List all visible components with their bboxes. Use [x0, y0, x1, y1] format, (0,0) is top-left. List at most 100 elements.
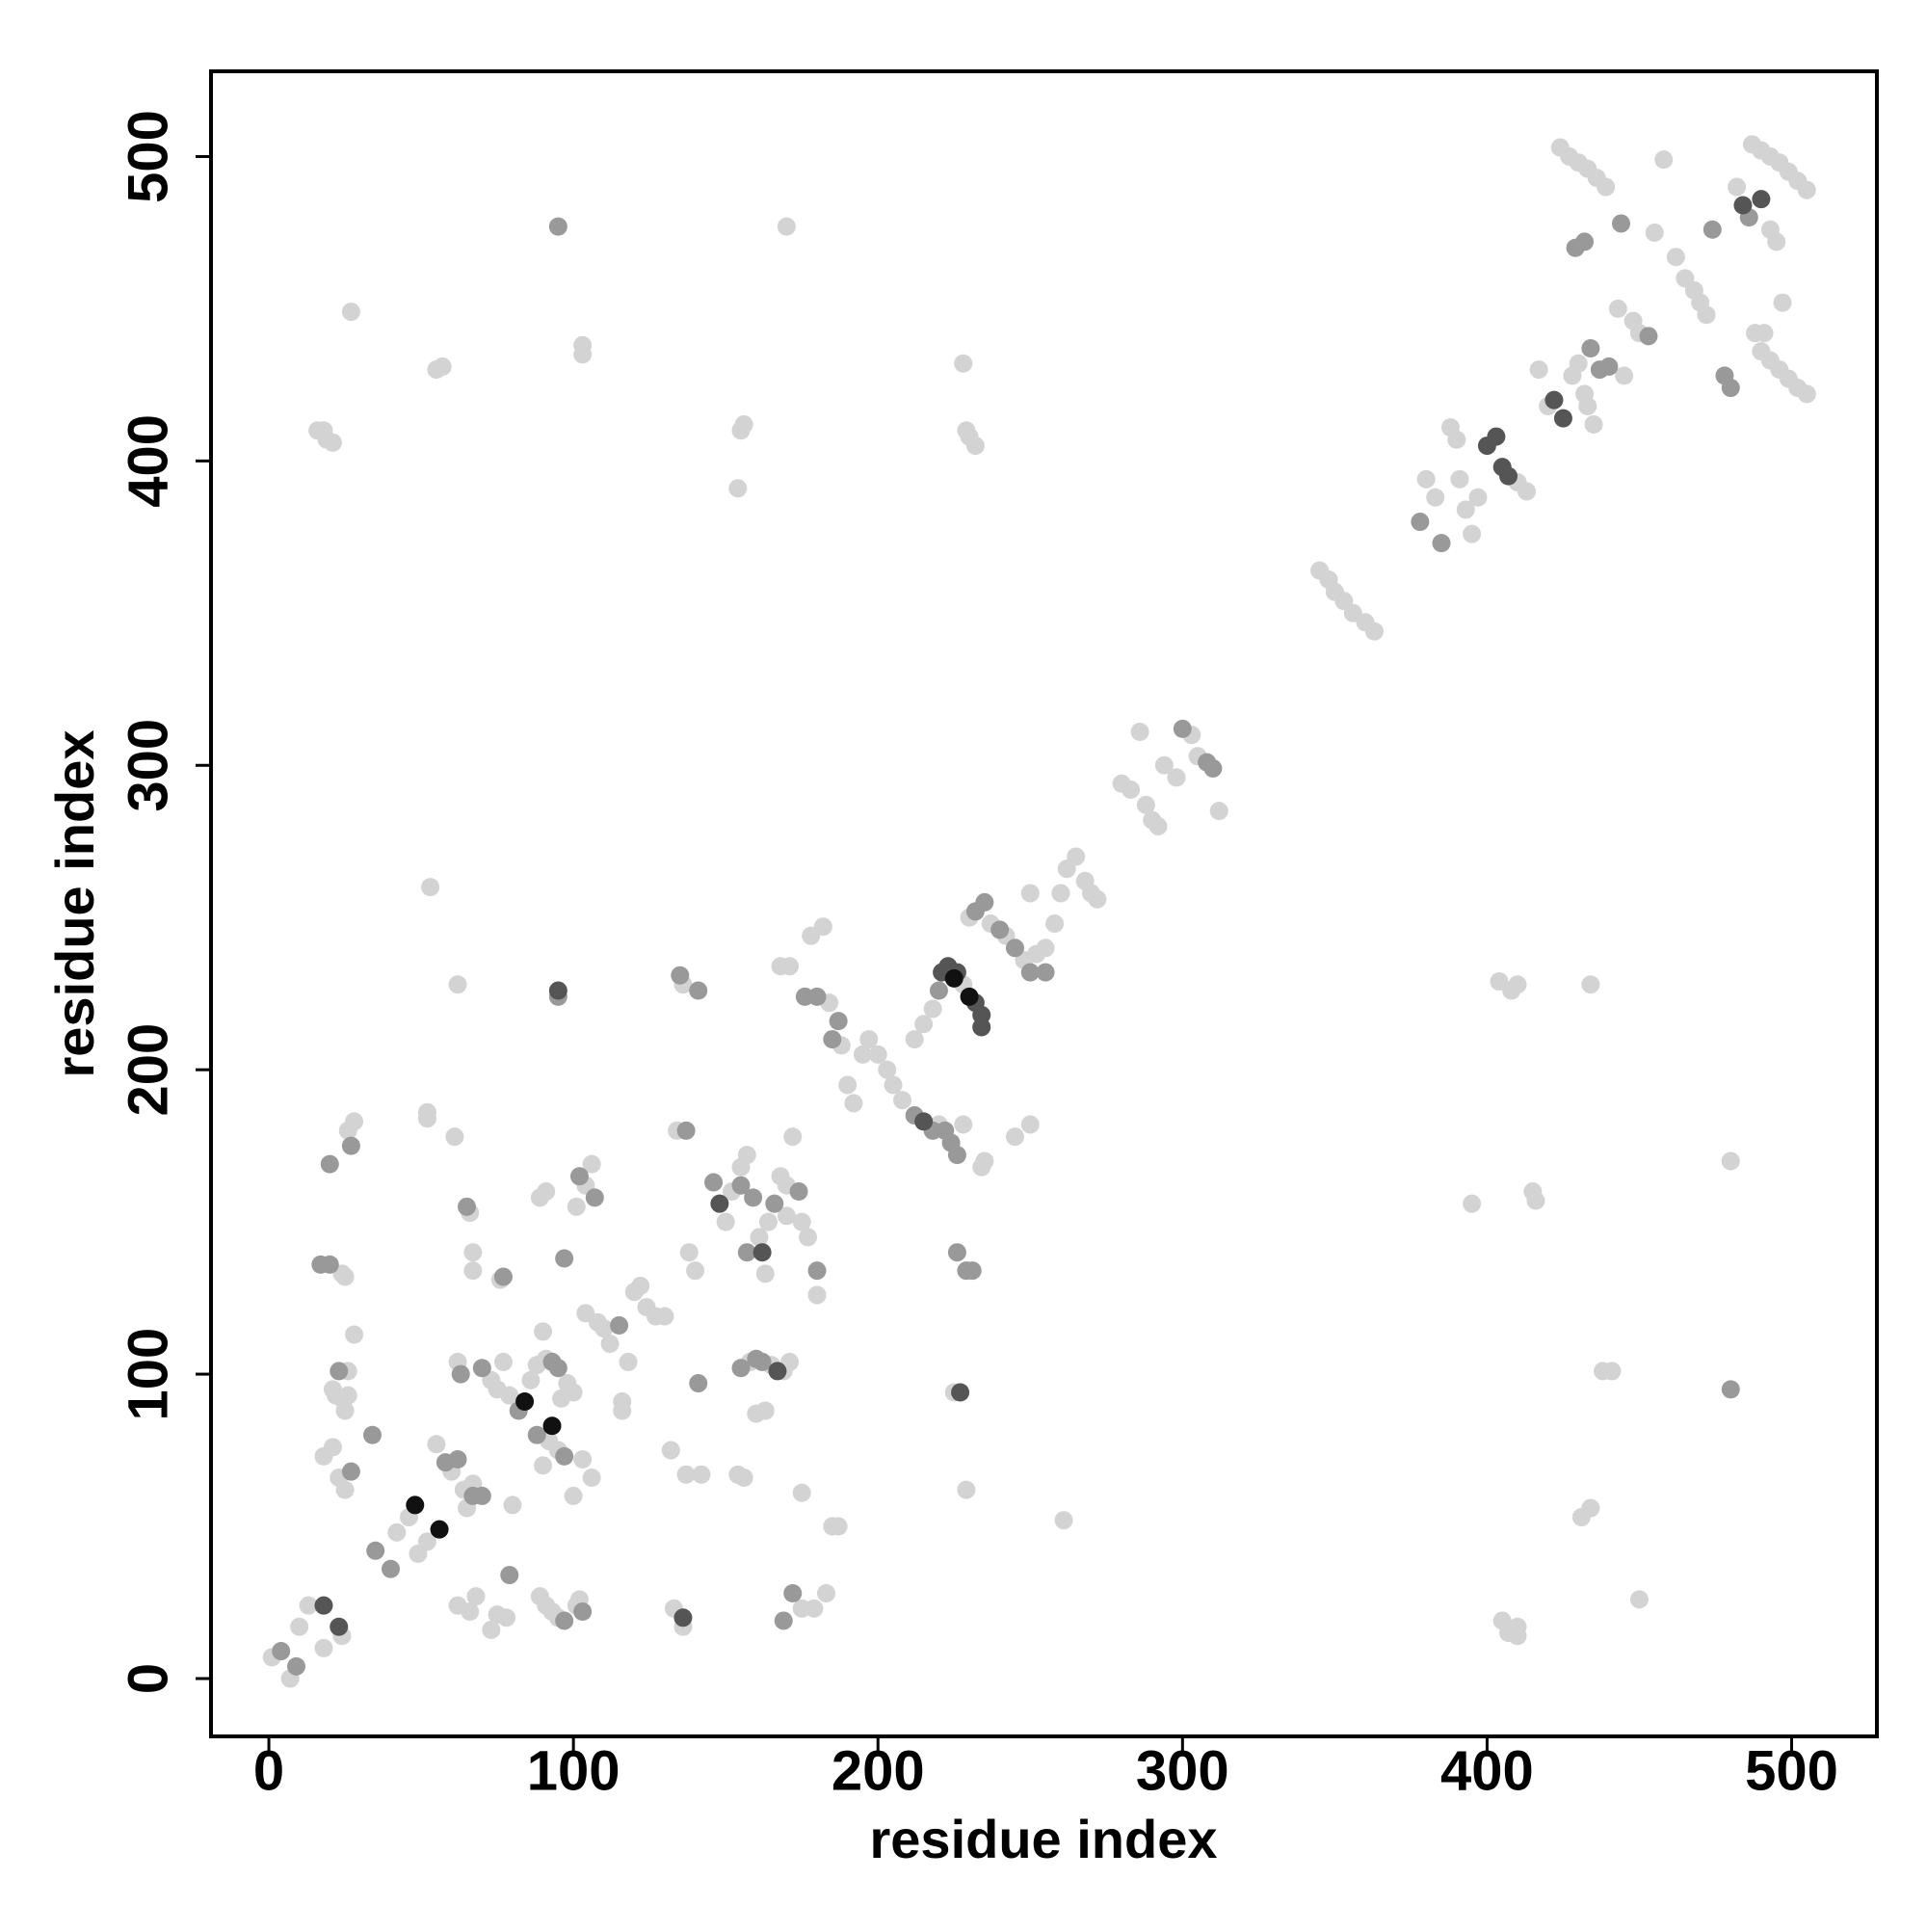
- point: [704, 1173, 724, 1192]
- point: [1136, 795, 1155, 814]
- point: [1721, 1151, 1740, 1171]
- point: [341, 1462, 360, 1481]
- point: [1639, 327, 1658, 346]
- point: [381, 1559, 400, 1578]
- point: [954, 354, 973, 373]
- point: [960, 987, 979, 1006]
- point: [780, 957, 800, 976]
- point: [1054, 1511, 1073, 1530]
- point: [789, 1182, 808, 1202]
- point: [765, 1194, 784, 1213]
- point: [1463, 524, 1482, 543]
- point: [1529, 360, 1548, 380]
- point: [1608, 299, 1627, 318]
- point: [448, 975, 467, 994]
- point: [1602, 1362, 1622, 1381]
- point: [990, 920, 1010, 940]
- point: [582, 1154, 601, 1174]
- point: [287, 1656, 306, 1676]
- point: [366, 1541, 385, 1560]
- point: [972, 1018, 991, 1037]
- point: [734, 414, 753, 434]
- point: [1773, 293, 1792, 312]
- point: [1666, 248, 1685, 267]
- point: [975, 1151, 994, 1171]
- point: [542, 1416, 562, 1436]
- point: [1703, 220, 1722, 239]
- point: [573, 335, 593, 355]
- point: [1450, 469, 1469, 489]
- point: [335, 1267, 355, 1286]
- point: [573, 1450, 593, 1469]
- y-tick-label: 100: [117, 1328, 179, 1421]
- point: [893, 1091, 912, 1110]
- point: [1615, 366, 1634, 385]
- point: [783, 1127, 803, 1147]
- point: [689, 1374, 708, 1393]
- point: [737, 1146, 756, 1165]
- point: [947, 1146, 966, 1165]
- point: [341, 1136, 360, 1155]
- point: [734, 1468, 753, 1487]
- point: [884, 1075, 903, 1095]
- point: [947, 1243, 966, 1262]
- point: [1088, 889, 1107, 909]
- point: [1130, 723, 1149, 742]
- point: [1733, 196, 1753, 215]
- point: [1447, 430, 1466, 449]
- point: [731, 1359, 751, 1378]
- point: [859, 1030, 879, 1049]
- point: [1697, 305, 1716, 325]
- point: [844, 1094, 863, 1113]
- point: [387, 1522, 407, 1542]
- point: [805, 1599, 824, 1618]
- point: [944, 968, 964, 988]
- point: [537, 1182, 556, 1202]
- point: [320, 1154, 339, 1174]
- point: [1067, 847, 1086, 866]
- point: [472, 1359, 491, 1378]
- point: [610, 1316, 629, 1336]
- point: [1611, 214, 1630, 233]
- x-tick-label: 200: [832, 1739, 925, 1802]
- point: [363, 1425, 383, 1444]
- point: [807, 1285, 827, 1305]
- point: [838, 1075, 858, 1095]
- point: [345, 1112, 364, 1131]
- point: [679, 1243, 699, 1262]
- point: [548, 981, 568, 1000]
- point: [914, 1112, 934, 1131]
- point: [445, 1127, 464, 1147]
- point: [548, 217, 568, 236]
- point: [1728, 177, 1747, 197]
- point: [1463, 1194, 1482, 1213]
- point: [1578, 396, 1597, 415]
- x-tick-label: 400: [1440, 1739, 1534, 1802]
- point: [792, 1483, 811, 1502]
- point: [1597, 177, 1616, 197]
- point: [752, 1243, 772, 1262]
- x-tick-label: 0: [253, 1739, 284, 1802]
- x-axis-title: residue index: [869, 1809, 1217, 1869]
- point: [463, 1243, 483, 1262]
- point: [1173, 719, 1192, 738]
- point: [1599, 357, 1619, 376]
- point: [314, 421, 333, 440]
- point: [755, 1264, 775, 1284]
- x-tick-label: 300: [1136, 1739, 1229, 1802]
- point: [573, 1601, 593, 1621]
- point: [914, 1015, 934, 1034]
- point: [1411, 513, 1430, 532]
- point: [527, 1425, 546, 1444]
- point: [750, 1228, 769, 1247]
- x-tick-label: 100: [527, 1739, 620, 1802]
- point: [594, 1319, 614, 1338]
- point: [731, 1176, 751, 1195]
- point: [1020, 1115, 1040, 1134]
- point: [1755, 324, 1774, 343]
- point: [631, 1276, 650, 1295]
- point: [1487, 427, 1506, 446]
- point: [500, 1566, 519, 1585]
- point: [1167, 768, 1186, 787]
- point: [1581, 338, 1600, 357]
